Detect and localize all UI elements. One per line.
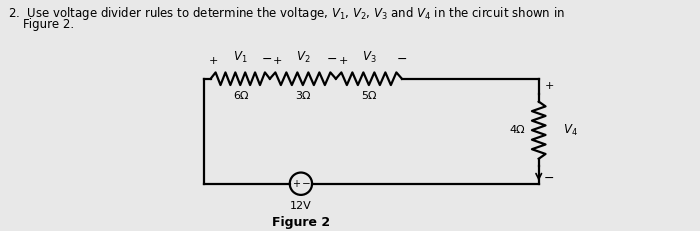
Text: +: + [273, 56, 282, 66]
Text: −: − [544, 172, 554, 185]
Text: 3Ω: 3Ω [295, 91, 311, 101]
Text: +: + [292, 179, 300, 189]
Text: 12V: 12V [290, 201, 312, 211]
Text: $V_1$: $V_1$ [234, 50, 248, 65]
Text: −: − [327, 53, 337, 66]
Text: $V_4$: $V_4$ [563, 123, 578, 138]
Text: 4Ω: 4Ω [510, 125, 525, 135]
Text: Figure 2: Figure 2 [272, 216, 330, 229]
Text: Figure 2.: Figure 2. [8, 18, 74, 31]
Text: −: − [397, 53, 407, 66]
Text: −: − [262, 53, 272, 66]
Text: +: + [209, 56, 218, 66]
Text: 6Ω: 6Ω [233, 91, 248, 101]
Text: +: + [339, 56, 349, 66]
Text: $V_2$: $V_2$ [295, 50, 310, 65]
Text: 5Ω: 5Ω [361, 91, 377, 101]
Text: −: − [302, 179, 310, 189]
Text: +: + [545, 81, 554, 91]
Text: 2.  Use voltage divider rules to determine the voltage, $V_1$, $V_2$, $V_3$ and : 2. Use voltage divider rules to determin… [8, 5, 565, 22]
Text: $V_3$: $V_3$ [362, 50, 376, 65]
